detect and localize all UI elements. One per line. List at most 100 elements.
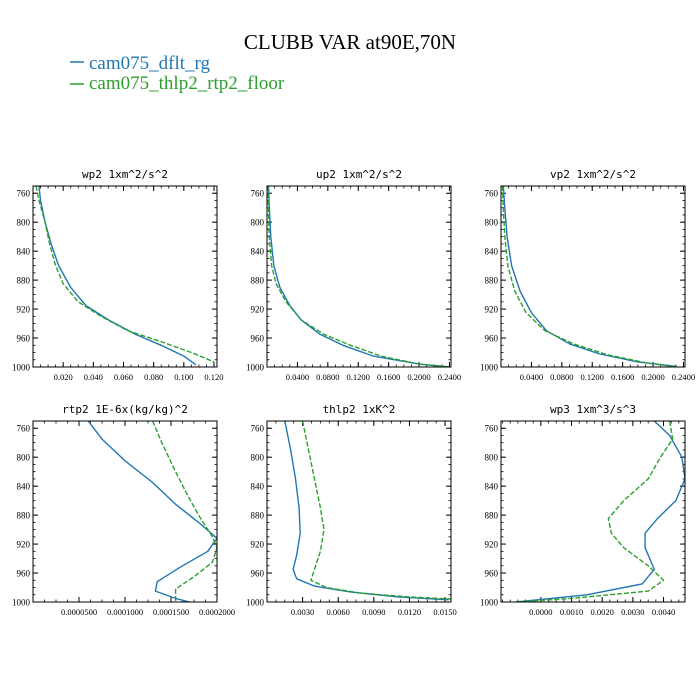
chart-panel-5: wp3 1xm^3/s^3 760 800 840 880 920 960 1000 0.000… [480, 403, 686, 617]
x-tick-label: 0.0001000 [107, 607, 143, 617]
series-line-1 [151, 421, 217, 602]
y-tick-label: 840 [251, 482, 265, 492]
x-tick-label: 0.1600 [611, 372, 634, 382]
y-tick-label: 760 [485, 424, 499, 434]
series-line-0 [516, 421, 685, 602]
series-line-1 [516, 421, 674, 602]
chart-panel-0: wp2 1xm^2/s^2 760 800 840 880 920 960 1000 0.020… [12, 168, 224, 382]
plot-frame [500, 420, 686, 603]
y-tick-label: 840 [485, 482, 499, 492]
y-tick-label: 920 [485, 305, 499, 315]
y-tick-label: 840 [17, 482, 31, 492]
y-tick-label: 960 [17, 569, 31, 579]
chart-panel-3: rtp2 1E-6x(kg/kg)^2 760 800 840 880 920 960 100… [12, 403, 235, 617]
chart-panel-1: up2 1xm^2/s^2 760 800 840 880 920 960 1000 0.040… [246, 168, 461, 382]
y-tick-label: 760 [251, 189, 265, 199]
plot-frame [266, 420, 452, 603]
y-tick-label: 880 [17, 511, 31, 521]
x-tick-label: 0.2400 [672, 372, 695, 382]
y-tick-label: 760 [485, 189, 499, 199]
legend-label-1: cam075_thlp2_rtp2_floor [89, 73, 285, 94]
panel-title: thlp2 1xK^2 [323, 403, 396, 416]
y-tick-label: 1000 [246, 363, 265, 373]
y-tick-label: 800 [485, 218, 499, 228]
y-tick-label: 960 [485, 334, 499, 344]
panel-title: vp2 1xm^2/s^2 [550, 168, 636, 181]
x-tick-label: 0.1200 [347, 372, 370, 382]
x-tick-label: 0.0030 [621, 607, 644, 617]
y-tick-label: 800 [17, 218, 31, 228]
x-tick-label: 0.2000 [641, 372, 664, 382]
x-tick-label: 0.0001500 [153, 607, 189, 617]
y-tick-label: 800 [251, 453, 265, 463]
series-line-1 [35, 186, 215, 363]
series-line-1 [501, 186, 678, 367]
y-tick-label: 1000 [480, 598, 499, 608]
x-tick-label: 0.0060 [327, 607, 350, 617]
x-tick-label: 0.0150 [433, 607, 456, 617]
x-tick-label: 0.0040 [652, 607, 675, 617]
y-tick-label: 960 [251, 569, 265, 579]
x-tick-label: 0.1200 [581, 372, 604, 382]
plot-frame [32, 420, 218, 603]
x-tick-label: 0.2000 [407, 372, 430, 382]
series-line-1 [301, 421, 451, 600]
x-tick-label: 0.0090 [362, 607, 385, 617]
chart-panel-4: thlp2 1xK^2 760 800 840 880 920 960 1000 0.0030 0… [246, 403, 457, 617]
y-tick-label: 800 [485, 453, 499, 463]
y-tick-label: 920 [17, 305, 31, 315]
x-tick-label: 0.0002000 [199, 607, 235, 617]
panel-title: rtp2 1E-6x(kg/kg)^2 [62, 403, 188, 416]
chart-panels: wp2 1xm^2/s^2 760 800 840 880 920 960 1000 0.020… [12, 168, 695, 617]
x-tick-label: 0.0020 [591, 607, 614, 617]
x-tick-label: 0.040 [84, 372, 103, 382]
y-tick-label: 880 [485, 511, 499, 521]
x-tick-label: 0.0030 [291, 607, 314, 617]
x-tick-label: 0.100 [174, 372, 193, 382]
y-tick-label: 1000 [480, 363, 499, 373]
x-tick-label: 0.2400 [438, 372, 461, 382]
y-tick-label: 840 [251, 247, 265, 257]
y-tick-label: 960 [251, 334, 265, 344]
panel-title: wp2 1xm^2/s^2 [82, 168, 168, 181]
x-tick-label: 0.0400 [520, 372, 543, 382]
series-line-1 [267, 186, 450, 367]
y-tick-label: 800 [17, 453, 31, 463]
y-tick-label: 760 [17, 189, 31, 199]
plot-frame [266, 185, 452, 368]
figure-title: CLUBB VAR at90E,70N [244, 30, 456, 54]
x-tick-label: 0.080 [144, 372, 163, 382]
x-tick-label: 0.0800 [316, 372, 339, 382]
x-tick-label: 0.0400 [286, 372, 309, 382]
y-tick-label: 920 [17, 540, 31, 550]
x-tick-label: 0.1600 [377, 372, 400, 382]
plot-frame [32, 185, 218, 368]
y-tick-label: 800 [251, 218, 265, 228]
legend: cam075_dflt_rg cam075_thlp2_rtp2_floor [70, 53, 285, 94]
series-line-0 [267, 186, 450, 367]
x-tick-label: 0.0800 [550, 372, 573, 382]
y-tick-label: 760 [251, 424, 265, 434]
y-tick-label: 1000 [246, 598, 265, 608]
y-tick-label: 960 [17, 334, 31, 344]
y-tick-label: 880 [251, 276, 265, 286]
series-line-0 [502, 186, 676, 367]
legend-label-0: cam075_dflt_rg [89, 53, 211, 74]
x-tick-label: 0.0000500 [61, 607, 97, 617]
y-tick-label: 920 [485, 540, 499, 550]
x-tick-label: 0.0010 [560, 607, 583, 617]
y-tick-label: 880 [251, 511, 265, 521]
y-tick-label: 880 [485, 276, 499, 286]
y-tick-label: 960 [485, 569, 499, 579]
panel-title: wp3 1xm^3/s^3 [550, 403, 636, 416]
y-tick-label: 1000 [12, 598, 31, 608]
y-tick-label: 840 [485, 247, 499, 257]
plot-frame [500, 185, 686, 368]
x-tick-label: 0.120 [204, 372, 223, 382]
y-tick-label: 920 [251, 540, 265, 550]
y-tick-label: 880 [17, 276, 31, 286]
chart-panel-2: vp2 1xm^2/s^2 760 800 840 880 920 960 1000 0.040… [480, 168, 695, 382]
x-tick-label: 0.0120 [398, 607, 421, 617]
series-line-0 [284, 421, 449, 601]
